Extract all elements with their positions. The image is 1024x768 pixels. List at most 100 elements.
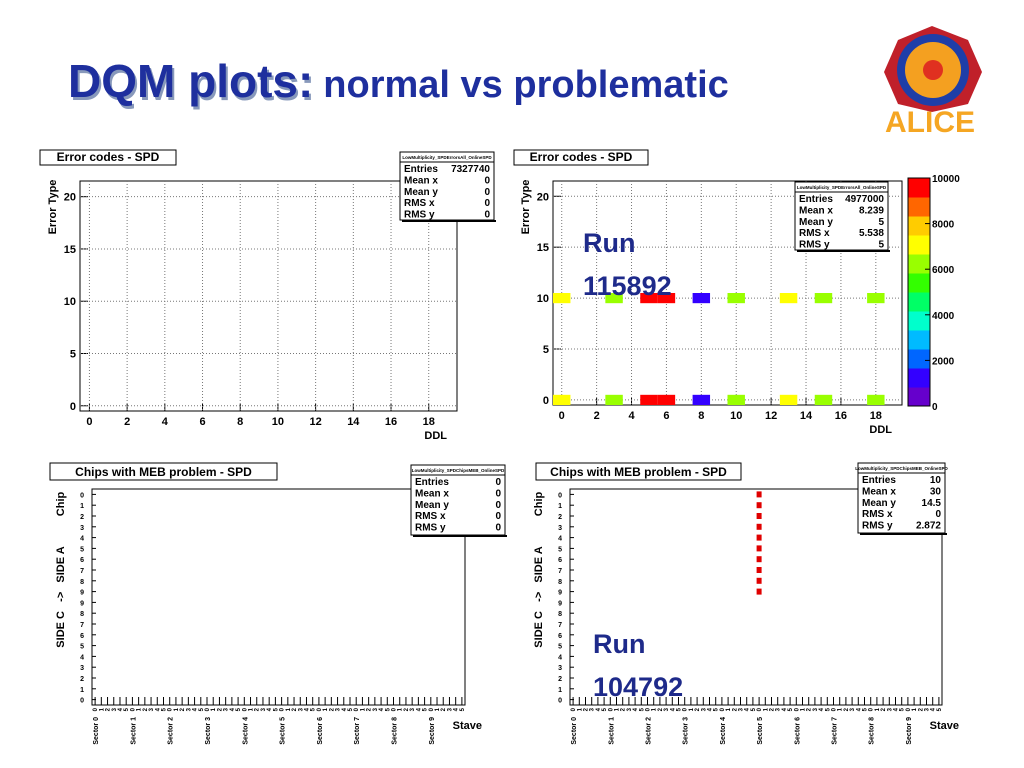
x-tick-label: 6	[199, 416, 205, 428]
colorbar-segment	[908, 292, 930, 312]
heat-cell	[692, 394, 711, 405]
x-tick-label: 2	[367, 707, 373, 711]
y-tick-label: 5	[543, 344, 549, 356]
x-tick-label: 3	[410, 707, 416, 711]
x-tick-label: 4	[118, 707, 124, 711]
x-tick-label: 0	[86, 416, 92, 428]
chart: Chips with MEB problem - SPD Stave Chip SID…	[49, 462, 507, 745]
x-tick-label: 4	[628, 410, 635, 422]
annotation: 115892	[583, 271, 672, 301]
point	[756, 523, 762, 530]
x-tick-label: 1	[211, 707, 217, 711]
title-main: DQM plots:	[68, 55, 313, 107]
x-tick-label: 0	[205, 707, 211, 711]
x-tick-label: 5	[677, 707, 683, 711]
y-tick-label: 9	[558, 590, 562, 597]
x-tick-label: 2	[621, 707, 627, 711]
x-tick-label: 4	[931, 707, 937, 711]
chart-title: Error codes - SPD	[530, 150, 633, 164]
sector-label: Sector 1	[130, 717, 137, 745]
x-tick-label: 3	[112, 707, 118, 711]
heat-cell	[553, 293, 571, 304]
x-tick-label: 2	[255, 707, 261, 711]
stats-value: 8.239	[859, 205, 884, 216]
point	[756, 588, 762, 595]
sector-label: Sector 6	[794, 717, 801, 745]
x-tick-label: 5	[602, 707, 608, 711]
x-tick-label: 0	[354, 707, 360, 711]
x-tick-label: 18	[870, 410, 882, 422]
y-tick-label: 9	[80, 600, 84, 607]
x-tick-label: 0	[429, 707, 435, 711]
sector-label: Sector 6	[317, 717, 324, 745]
y-tick-label: 7	[80, 622, 84, 629]
stats-shadow	[860, 533, 947, 535]
sector-label: Sector 0	[93, 717, 100, 745]
stats-name: LowMultiplicity_SPDChipsMEB_OnlineSPD	[855, 466, 948, 471]
colorbar-segment	[908, 197, 930, 217]
title-shadow: DQM plots:	[70, 58, 315, 110]
heat-cell	[779, 394, 798, 405]
x-tick-label: 0	[832, 707, 838, 711]
x-tick-label: 2	[658, 707, 664, 711]
x-tick-label: 4	[416, 707, 422, 711]
x-tick-label: 4	[162, 416, 169, 428]
point	[756, 491, 762, 498]
sector-label: Sector 0	[571, 717, 578, 745]
logo-text: ALICE	[885, 106, 975, 139]
y-tick-label: 2	[558, 514, 562, 521]
stats-label: RMS x	[415, 511, 446, 522]
y-tick-label: 2	[80, 514, 84, 521]
stats-value: 5	[878, 240, 884, 251]
heat-cell	[779, 293, 798, 304]
stats-label: Entries	[862, 475, 896, 486]
annotation: Run	[593, 629, 645, 659]
stats-value: 0	[484, 210, 490, 221]
stats-value: 2.872	[916, 521, 941, 532]
sector-label: Sector 4	[720, 717, 727, 745]
stats-box	[794, 181, 889, 251]
chart: Error codes - SPD DDL Error Type 0 2 4 6 8 10 12 1…	[513, 149, 960, 436]
y-tick-label: 3	[80, 525, 84, 532]
x-tick-label: 1	[398, 707, 404, 711]
x-tick-label: 1	[174, 707, 180, 711]
y-tick-label: 3	[558, 525, 562, 532]
y-axis-label: Chip	[533, 492, 545, 517]
x-tick-label: 4	[230, 707, 236, 711]
sector-label: Sector 4	[242, 717, 249, 745]
x-tick-label: 3	[373, 707, 379, 711]
stats-value: 0	[495, 488, 501, 499]
x-tick-label: 2	[404, 707, 410, 711]
sector-label: Sector 7	[354, 717, 361, 745]
y-tick-label: 8	[558, 611, 562, 618]
stats-label: RMS y	[404, 210, 435, 221]
y-tick-label: 7	[558, 622, 562, 629]
x-tick-label: 3	[224, 707, 230, 711]
x-tick-label: 5	[714, 707, 720, 711]
x-tick-label: 0	[571, 707, 577, 711]
plot-frame	[91, 488, 466, 706]
stats-name: LowMultiplicity_SPDChipsMEB_OnlineSPD	[412, 468, 505, 473]
x-tick-label: 6	[663, 410, 669, 422]
stats-value: 7327740	[451, 164, 490, 175]
x-tick-label: 5	[788, 707, 794, 711]
y-tick-label: 10	[64, 296, 76, 308]
x-tick-label: 4	[267, 707, 273, 711]
y-tick-label: 0	[558, 698, 562, 705]
x-tick-label: 3	[261, 707, 267, 711]
x-tick-label: 3	[664, 707, 670, 711]
x-tick-label: 3	[590, 707, 596, 711]
colorbar-segment	[908, 235, 930, 255]
x-tick-label: 0	[130, 707, 136, 711]
sector-label: Sector 2	[646, 717, 653, 745]
colorbar-frame	[907, 177, 931, 407]
x-tick-label: 5	[937, 707, 943, 711]
y-tick-label: 8	[80, 611, 84, 618]
point	[756, 577, 762, 584]
stats-box	[410, 464, 506, 536]
y-tick-label: 7	[558, 568, 562, 575]
y-tick-label: 8	[558, 579, 562, 586]
stats-value: 4977000	[845, 194, 884, 205]
stats-value: 30	[930, 486, 942, 497]
stats-value: 0	[484, 187, 490, 198]
